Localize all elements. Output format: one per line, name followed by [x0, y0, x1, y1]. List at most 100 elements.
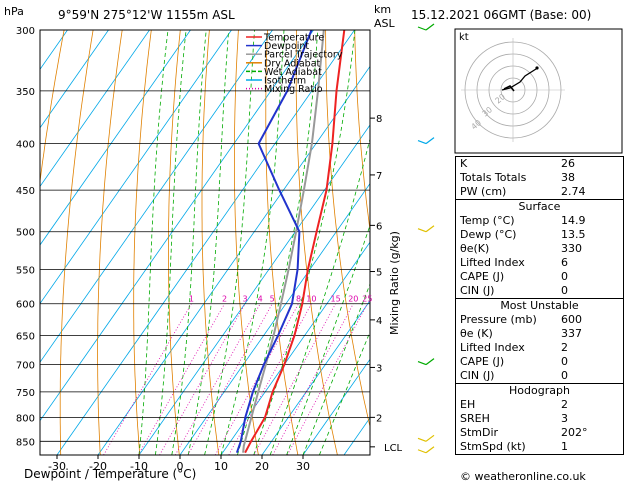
legend-entry: Dry Adiabat	[264, 58, 321, 69]
surface-dewp-row: Dewp (°C) 13.5	[456, 228, 623, 242]
wind-barb	[425, 225, 435, 233]
isotherm-line	[40, 30, 150, 188]
surface-li-value: 6	[561, 256, 568, 269]
surface-li-label: Lifted Index	[460, 256, 525, 269]
surface-temp-value: 14.9	[561, 214, 586, 227]
surface-dewp-value: 13.5	[561, 228, 586, 241]
pressure-tick-label: 750	[16, 388, 35, 399]
dry-adiabat-line	[295, 30, 338, 455]
hodograph-end-point	[535, 66, 539, 70]
surface-temp-label: Temp (°C)	[460, 214, 515, 227]
k-value: 26	[561, 157, 575, 170]
dry-adiabat-line	[40, 30, 65, 185]
mu-cape-value: 0	[561, 355, 568, 368]
legend-entry: Dewpoint	[264, 41, 309, 52]
pw-value: 2.74	[561, 185, 586, 198]
isotherm-line	[97, 65, 370, 455]
surface-li-row: Lifted Index 6	[456, 256, 623, 270]
height-tick-label: 7	[376, 171, 382, 182]
pressure-tick-label: 400	[16, 140, 35, 151]
pressure-tick-label: 800	[16, 413, 35, 424]
dry-adiabat-line	[97, 30, 123, 455]
mixing-ratio-line	[272, 303, 354, 455]
k-label: K	[460, 157, 468, 170]
mixing-ratio-line	[159, 303, 246, 455]
most-unstable-title: Most Unstable	[456, 298, 623, 313]
wet-adiabat-line	[187, 30, 230, 455]
mu-pressure-row: Pressure (mb) 600	[456, 313, 623, 327]
isotherm-line	[40, 30, 314, 422]
isotherm-line	[40, 30, 109, 129]
surface-cin-row: CIN (J) 0	[456, 284, 623, 298]
mixing-ratio-label: 10	[306, 295, 316, 304]
parcel-trajectory-line	[242, 30, 325, 453]
pressure-tick-label: 500	[16, 228, 35, 239]
legend-entry: Isotherm	[264, 76, 306, 87]
eh-value: 2	[561, 398, 568, 411]
pressure-tick-label: 300	[16, 26, 35, 37]
mixing-ratio-line	[103, 303, 192, 455]
hodograph-stats-title: Hodograph	[456, 383, 623, 398]
surface-cape-label: CAPE (J)	[460, 270, 505, 283]
mixing-ratio-label: 3	[243, 295, 248, 304]
wind-barb-flag	[417, 140, 427, 145]
mu-theta-value: 337	[561, 327, 582, 340]
mixing-ratio-line	[187, 303, 273, 455]
dry-adiabat-line	[201, 30, 220, 455]
isotherm-line	[40, 30, 191, 246]
mixing-ratio-label: 25	[362, 295, 372, 304]
pressure-unit-label: hPa	[4, 5, 24, 18]
legend-entry: Mixing Ratio	[264, 84, 323, 95]
isotherm-line	[261, 300, 370, 455]
x-tick-label: 30	[296, 460, 310, 473]
pressure-tick-label: 550	[16, 265, 35, 276]
mixing-ratio-label: 15	[331, 295, 341, 304]
stmspd-value: 1	[561, 440, 568, 453]
mu-li-label: Lifted Index	[460, 341, 525, 354]
height-tick-label: 4	[376, 316, 382, 327]
storm-motion-marker	[503, 84, 515, 92]
mu-cape-label: CAPE (J)	[460, 355, 505, 368]
hodograph-unit: kt	[459, 32, 469, 43]
dry-adiabat-line	[265, 30, 299, 455]
surface-cape-value: 0	[561, 270, 568, 283]
dry-adiabat-line	[59, 30, 94, 455]
location-title: 9°59'N 275°12'W 1155m ASL	[58, 8, 235, 22]
isotherm-line	[302, 358, 370, 455]
sreh-label: SREH	[460, 412, 490, 425]
wind-barbs	[417, 23, 435, 454]
mu-cin-label: CIN (J)	[460, 369, 495, 382]
wind-barb	[425, 434, 435, 442]
pressure-tick-label: 600	[16, 300, 35, 311]
surface-title: Surface	[456, 199, 623, 214]
sreh-value: 3	[561, 412, 568, 425]
totals-label: Totals Totals	[460, 171, 527, 184]
surface-theta-row: θe(K) 330	[456, 242, 623, 256]
stmdir-row: StmDir 202°	[456, 426, 623, 440]
wind-barb	[425, 358, 435, 366]
wind-barb-flag	[417, 437, 427, 442]
wet-adiabat-line	[220, 30, 285, 455]
pressure-tick-label: 850	[16, 437, 35, 448]
height-tick-label: LCL	[384, 443, 403, 454]
mixing-ratio-label: 1	[189, 295, 194, 304]
height-tick-label: 3	[376, 363, 382, 374]
x-tick-label: -20	[89, 460, 107, 473]
copyright[interactable]: © weatheronline.co.uk	[460, 470, 586, 483]
isotherm-line	[138, 124, 370, 455]
datetime-title: 15.12.2021 06GMT (Base: 00)	[411, 8, 591, 22]
wet-adiabat-line	[138, 30, 169, 455]
wet-adiabat-line	[155, 30, 187, 455]
isotherm-line	[40, 30, 273, 363]
surface-cin-label: CIN (J)	[460, 284, 495, 297]
mixing-ratio-axis-title: Mixing Ratio (g/kg)	[388, 231, 401, 335]
pressure-tick-label: 700	[16, 361, 35, 372]
dry-adiabat-line	[133, 30, 152, 455]
x-tick-label: 10	[214, 460, 228, 473]
surface-cape-row: CAPE (J) 0	[456, 270, 623, 284]
surface-theta-value: 330	[561, 242, 582, 255]
stmdir-value: 202°	[561, 426, 588, 439]
axes: -30 -20 -10 0 10 20 30	[48, 455, 310, 473]
x-tick-label: 0	[177, 460, 184, 473]
